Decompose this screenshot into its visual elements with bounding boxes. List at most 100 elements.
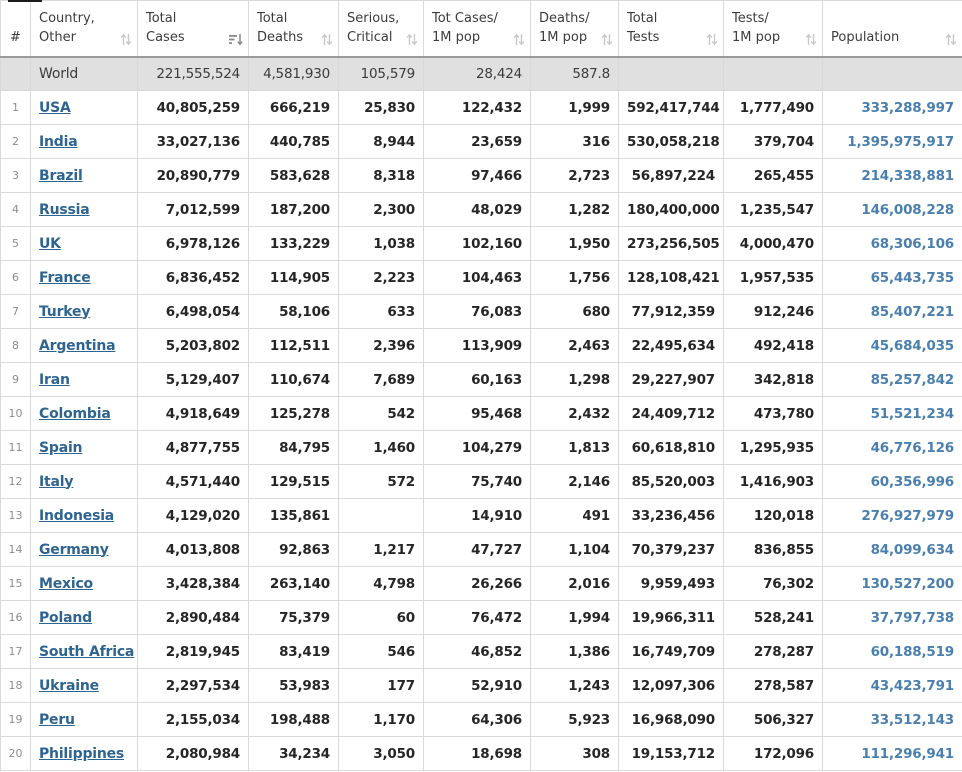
column-header-serious_critical[interactable]: Serious, Critical [338, 0, 424, 58]
population-cell: 60,356,996 [822, 464, 962, 499]
rank-cell: 8 [0, 328, 31, 363]
table-row: 13 Indonesia 4,129,020 135,861 14,910 491 33,2… [0, 498, 962, 533]
rank-cell: 5 [0, 226, 31, 261]
table-row: 12 Italy 4,571,440 129,515 572 75,740 2,146 85,… [0, 464, 962, 499]
country-cell: Turkey [30, 294, 138, 329]
sort-toggle-icon[interactable] [120, 33, 132, 46]
column-header-population[interactable]: Population [822, 0, 962, 58]
table-row: 2 India 33,027,136 440,785 8,944 23,659 316 530… [0, 124, 962, 159]
table-row: 6 France 6,836,452 114,905 2,223 104,463 1,756… [0, 260, 962, 295]
top-accent-bar [8, 0, 42, 2]
cases-per-1m-cell: 47,727 [423, 532, 531, 567]
country-cell: Philippines [30, 736, 138, 771]
country-link[interactable]: USA [39, 99, 71, 116]
country-cell: Peru [30, 702, 138, 737]
column-header-deaths_per_1m[interactable]: Deaths/1M pop [530, 0, 619, 58]
deaths-per-1m-cell: 308 [530, 736, 619, 771]
cases-per-1m-cell: 18,698 [423, 736, 531, 771]
country-link[interactable]: South Africa [39, 643, 135, 660]
column-header-total_deaths[interactable]: Total Deaths [248, 0, 339, 58]
sort-toggle-icon[interactable] [805, 33, 817, 46]
total-cases-cell: 40,805,259 [137, 90, 249, 125]
rank-cell: 14 [0, 532, 31, 567]
rank-cell: 1 [0, 90, 31, 125]
table-row: 4 Russia 7,012,599 187,200 2,300 48,029 1,282 1… [0, 192, 962, 227]
total-tests-cell: 22,495,634 [618, 328, 724, 363]
country-link[interactable]: Philippines [39, 745, 125, 762]
total-cases-cell: 4,129,020 [137, 498, 249, 533]
header-label-line1: Deaths/ [539, 10, 590, 26]
country-cell: Argentina [30, 328, 138, 363]
table-row: 10 Colombia 4,918,649 125,278 542 95,468 2,432… [0, 396, 962, 431]
total-tests-cell: 180,400,000 [618, 192, 724, 227]
country-link[interactable]: Iran [39, 371, 70, 388]
header-row: # Country, Other Total Cases Total Deaths Serio… [0, 0, 962, 58]
country-link[interactable]: Germany [39, 541, 109, 558]
rank-cell: 15 [0, 566, 31, 601]
country-link[interactable]: Peru [39, 711, 75, 728]
tests-per-1m-cell: 1,416,903 [723, 464, 823, 499]
country-link[interactable]: Spain [39, 439, 83, 456]
header-label-line2: Other [39, 30, 76, 45]
sort-toggle-icon[interactable] [513, 33, 525, 46]
tests-per-1m-cell: 120,018 [723, 498, 823, 533]
country-link[interactable]: Turkey [39, 303, 91, 320]
country-link[interactable]: Poland [39, 609, 92, 626]
column-header-cases_per_1m[interactable]: Tot Cases/1M pop [423, 0, 531, 58]
country-link[interactable]: Brazil [39, 167, 83, 184]
total-deaths-cell: 110,674 [248, 362, 339, 397]
deaths-per-1m-cell: 587.8 [530, 56, 619, 91]
country-link[interactable]: Argentina [39, 337, 116, 354]
country-link[interactable]: UK [39, 235, 61, 252]
country-link[interactable]: India [39, 133, 78, 150]
country-link[interactable]: France [39, 269, 91, 286]
country-link[interactable]: Italy [39, 473, 74, 490]
deaths-per-1m-cell: 1,756 [530, 260, 619, 295]
country-link[interactable]: Colombia [39, 405, 111, 422]
column-header-country[interactable]: Country, Other [30, 0, 138, 58]
serious-critical-cell: 546 [338, 634, 424, 669]
deaths-per-1m-cell: 2,146 [530, 464, 619, 499]
cases-per-1m-cell: 95,468 [423, 396, 531, 431]
country-cell: Colombia [30, 396, 138, 431]
deaths-per-1m-cell: 1,994 [530, 600, 619, 635]
rank-cell: 4 [0, 192, 31, 227]
total-deaths-cell: 666,219 [248, 90, 339, 125]
country-cell: Ukraine [30, 668, 138, 703]
serious-critical-cell: 2,396 [338, 328, 424, 363]
country-link[interactable]: Ukraine [39, 677, 99, 694]
column-header-total_cases[interactable]: Total Cases [137, 0, 249, 58]
country-link[interactable]: Indonesia [39, 507, 115, 524]
total-cases-cell: 4,013,808 [137, 532, 249, 567]
country-link[interactable]: Russia [39, 201, 90, 218]
total-cases-cell: 2,819,945 [137, 634, 249, 669]
total-deaths-cell: 187,200 [248, 192, 339, 227]
header-label-line1: Country, [39, 10, 95, 26]
sort-toggle-icon[interactable] [601, 33, 613, 46]
total-cases-cell: 4,918,649 [137, 396, 249, 431]
total-tests-cell: 60,618,810 [618, 430, 724, 465]
population-cell: 214,338,881 [822, 158, 962, 193]
table-body: World 221,555,524 4,581,930 105,579 28,424 58… [0, 56, 962, 771]
tests-per-1m-cell: 379,704 [723, 124, 823, 159]
serious-critical-cell: 7,689 [338, 362, 424, 397]
sort-descending-icon[interactable] [229, 33, 243, 46]
cases-per-1m-cell: 64,306 [423, 702, 531, 737]
sort-toggle-icon[interactable] [706, 33, 718, 46]
sort-toggle-icon[interactable] [321, 33, 333, 46]
country-cell: Indonesia [30, 498, 138, 533]
serious-critical-cell: 8,318 [338, 158, 424, 193]
column-header-total_tests[interactable]: Total Tests [618, 0, 724, 58]
total-cases-cell: 4,571,440 [137, 464, 249, 499]
cases-per-1m-cell: 76,472 [423, 600, 531, 635]
country-cell: Brazil [30, 158, 138, 193]
serious-critical-cell: 2,300 [338, 192, 424, 227]
sort-toggle-icon[interactable] [406, 33, 418, 46]
sort-toggle-icon[interactable] [945, 33, 957, 46]
total-deaths-cell: 129,515 [248, 464, 339, 499]
country-link[interactable]: Mexico [39, 575, 93, 592]
deaths-per-1m-cell: 2,432 [530, 396, 619, 431]
country-cell: Italy [30, 464, 138, 499]
column-header-tests_per_1m[interactable]: Tests/1M pop [723, 0, 823, 58]
